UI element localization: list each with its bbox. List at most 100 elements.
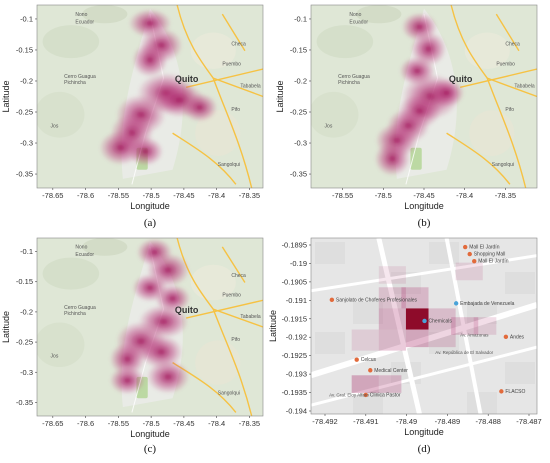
road <box>176 5 263 98</box>
panel-caption: (d) <box>418 443 431 455</box>
place-label: Quito <box>175 305 199 315</box>
x-axis-title: Longitude <box>130 429 170 439</box>
x-tick-label: -78.45 <box>173 191 194 200</box>
heat-spot <box>181 92 218 123</box>
y-tick-label: -0.192 <box>286 333 307 342</box>
city-block <box>315 332 345 354</box>
x-tick-label: -78.491 <box>353 417 378 426</box>
heat-spot <box>109 341 146 377</box>
y-tick-label: -0.2 <box>20 76 33 85</box>
poi-marker <box>472 258 477 264</box>
place-label-line: Cerro Guagua <box>338 74 370 80</box>
poi-label: Mall El Jardín <box>469 245 500 251</box>
x-tick-label: -78.65 <box>42 419 63 428</box>
place-label: Tababela <box>240 83 261 89</box>
y-tick-label: -0.15 <box>16 45 33 54</box>
poi-marker <box>329 297 335 303</box>
place-label-line: Pichincha <box>64 311 86 317</box>
heat-cell <box>473 317 497 335</box>
city-block <box>505 362 535 384</box>
place-label-line: Cerro Guagua <box>64 74 96 80</box>
road <box>459 68 537 89</box>
poi-label: Andes <box>510 334 525 340</box>
street <box>311 345 537 407</box>
place-label: Ecuador <box>75 19 94 25</box>
x-tick-label: -78.4 <box>208 419 225 428</box>
heat-cell <box>378 287 406 309</box>
x-tick-label: -78.4 <box>456 191 473 200</box>
x-tick-label: -78.5 <box>143 419 160 428</box>
avenue <box>376 238 422 414</box>
road <box>185 68 263 89</box>
y-axis-title: Latitude <box>1 80 11 112</box>
poi-marker <box>499 389 504 394</box>
poi-marker <box>503 334 509 340</box>
x-axis-title: Longitude <box>404 427 444 437</box>
x-tick-label: -78.5 <box>375 191 392 200</box>
place-label: Sangolqui <box>218 391 240 397</box>
poi-label: Mall El Jardín <box>478 259 509 265</box>
heat-spot <box>109 366 146 395</box>
panel-caption: (c) <box>144 443 157 455</box>
poi-label: Celcus <box>361 357 377 363</box>
x-tick-label: -78.55 <box>108 191 129 200</box>
axes-box <box>36 237 264 417</box>
y-tick-label: -0.2 <box>294 76 307 85</box>
heat-cell <box>378 308 406 330</box>
terrain-patch <box>42 25 100 59</box>
poi-label: Shopping Mall <box>474 252 506 258</box>
y-tick-label: -0.194 <box>286 407 307 416</box>
y-tick-label: -0.1 <box>20 247 33 256</box>
y-tick-label: -0.1905 <box>282 277 307 286</box>
terrain-patch <box>469 110 515 156</box>
poi-marker <box>368 368 373 373</box>
place-label: Cerro Guagua Pichincha <box>338 74 370 86</box>
y-tick-label: -0.35 <box>16 170 33 179</box>
y-tick-label: -0.1925 <box>282 351 307 360</box>
x-tick-label: -78.55 <box>332 191 353 200</box>
terrain-patch <box>82 238 128 256</box>
place-label-line: Pichincha <box>64 80 86 86</box>
poi-marker <box>463 244 468 250</box>
poi-marker <box>453 301 459 306</box>
heat-cell <box>351 329 379 351</box>
x-tick-label: -78.35 <box>495 191 516 200</box>
terrain-patch <box>356 5 402 24</box>
city-block <box>353 392 383 414</box>
poi-marker <box>363 392 368 398</box>
y-tick-label: -0.191 <box>286 296 307 305</box>
heat-cell <box>378 266 406 284</box>
y-tick-label: -0.25 <box>16 108 33 117</box>
poi-label: Av. Amazonas <box>460 333 489 338</box>
y-tick-label: -0.15 <box>290 45 307 54</box>
place-label: Checa <box>231 41 246 47</box>
axes-box <box>36 4 264 189</box>
y-tick-label: -0.193 <box>286 370 307 379</box>
panel-caption: (b) <box>418 217 431 229</box>
city-block <box>467 392 497 414</box>
y-tick-label: -0.25 <box>16 338 33 347</box>
x-axis-title: Longitude <box>130 201 170 211</box>
axes-box <box>310 237 538 415</box>
x-tick-label: -78.5 <box>143 191 160 200</box>
road <box>486 77 527 188</box>
panel-caption: (a) <box>144 217 157 229</box>
heat-cell <box>428 308 456 330</box>
heat-spot <box>374 141 411 177</box>
y-axis-title: Latitude <box>1 311 11 343</box>
place-label: Tababela <box>240 314 261 320</box>
x-tick-label: -78.35 <box>239 419 260 428</box>
x-tick-label: -78.488 <box>475 417 500 426</box>
poi-label: FLACSO <box>505 389 525 395</box>
road <box>495 13 520 52</box>
heat-cell <box>405 308 429 330</box>
x-tick-label: -78.4 <box>208 191 225 200</box>
place-label: Nono <box>349 12 361 18</box>
y-axis-title: Latitude <box>268 310 278 342</box>
